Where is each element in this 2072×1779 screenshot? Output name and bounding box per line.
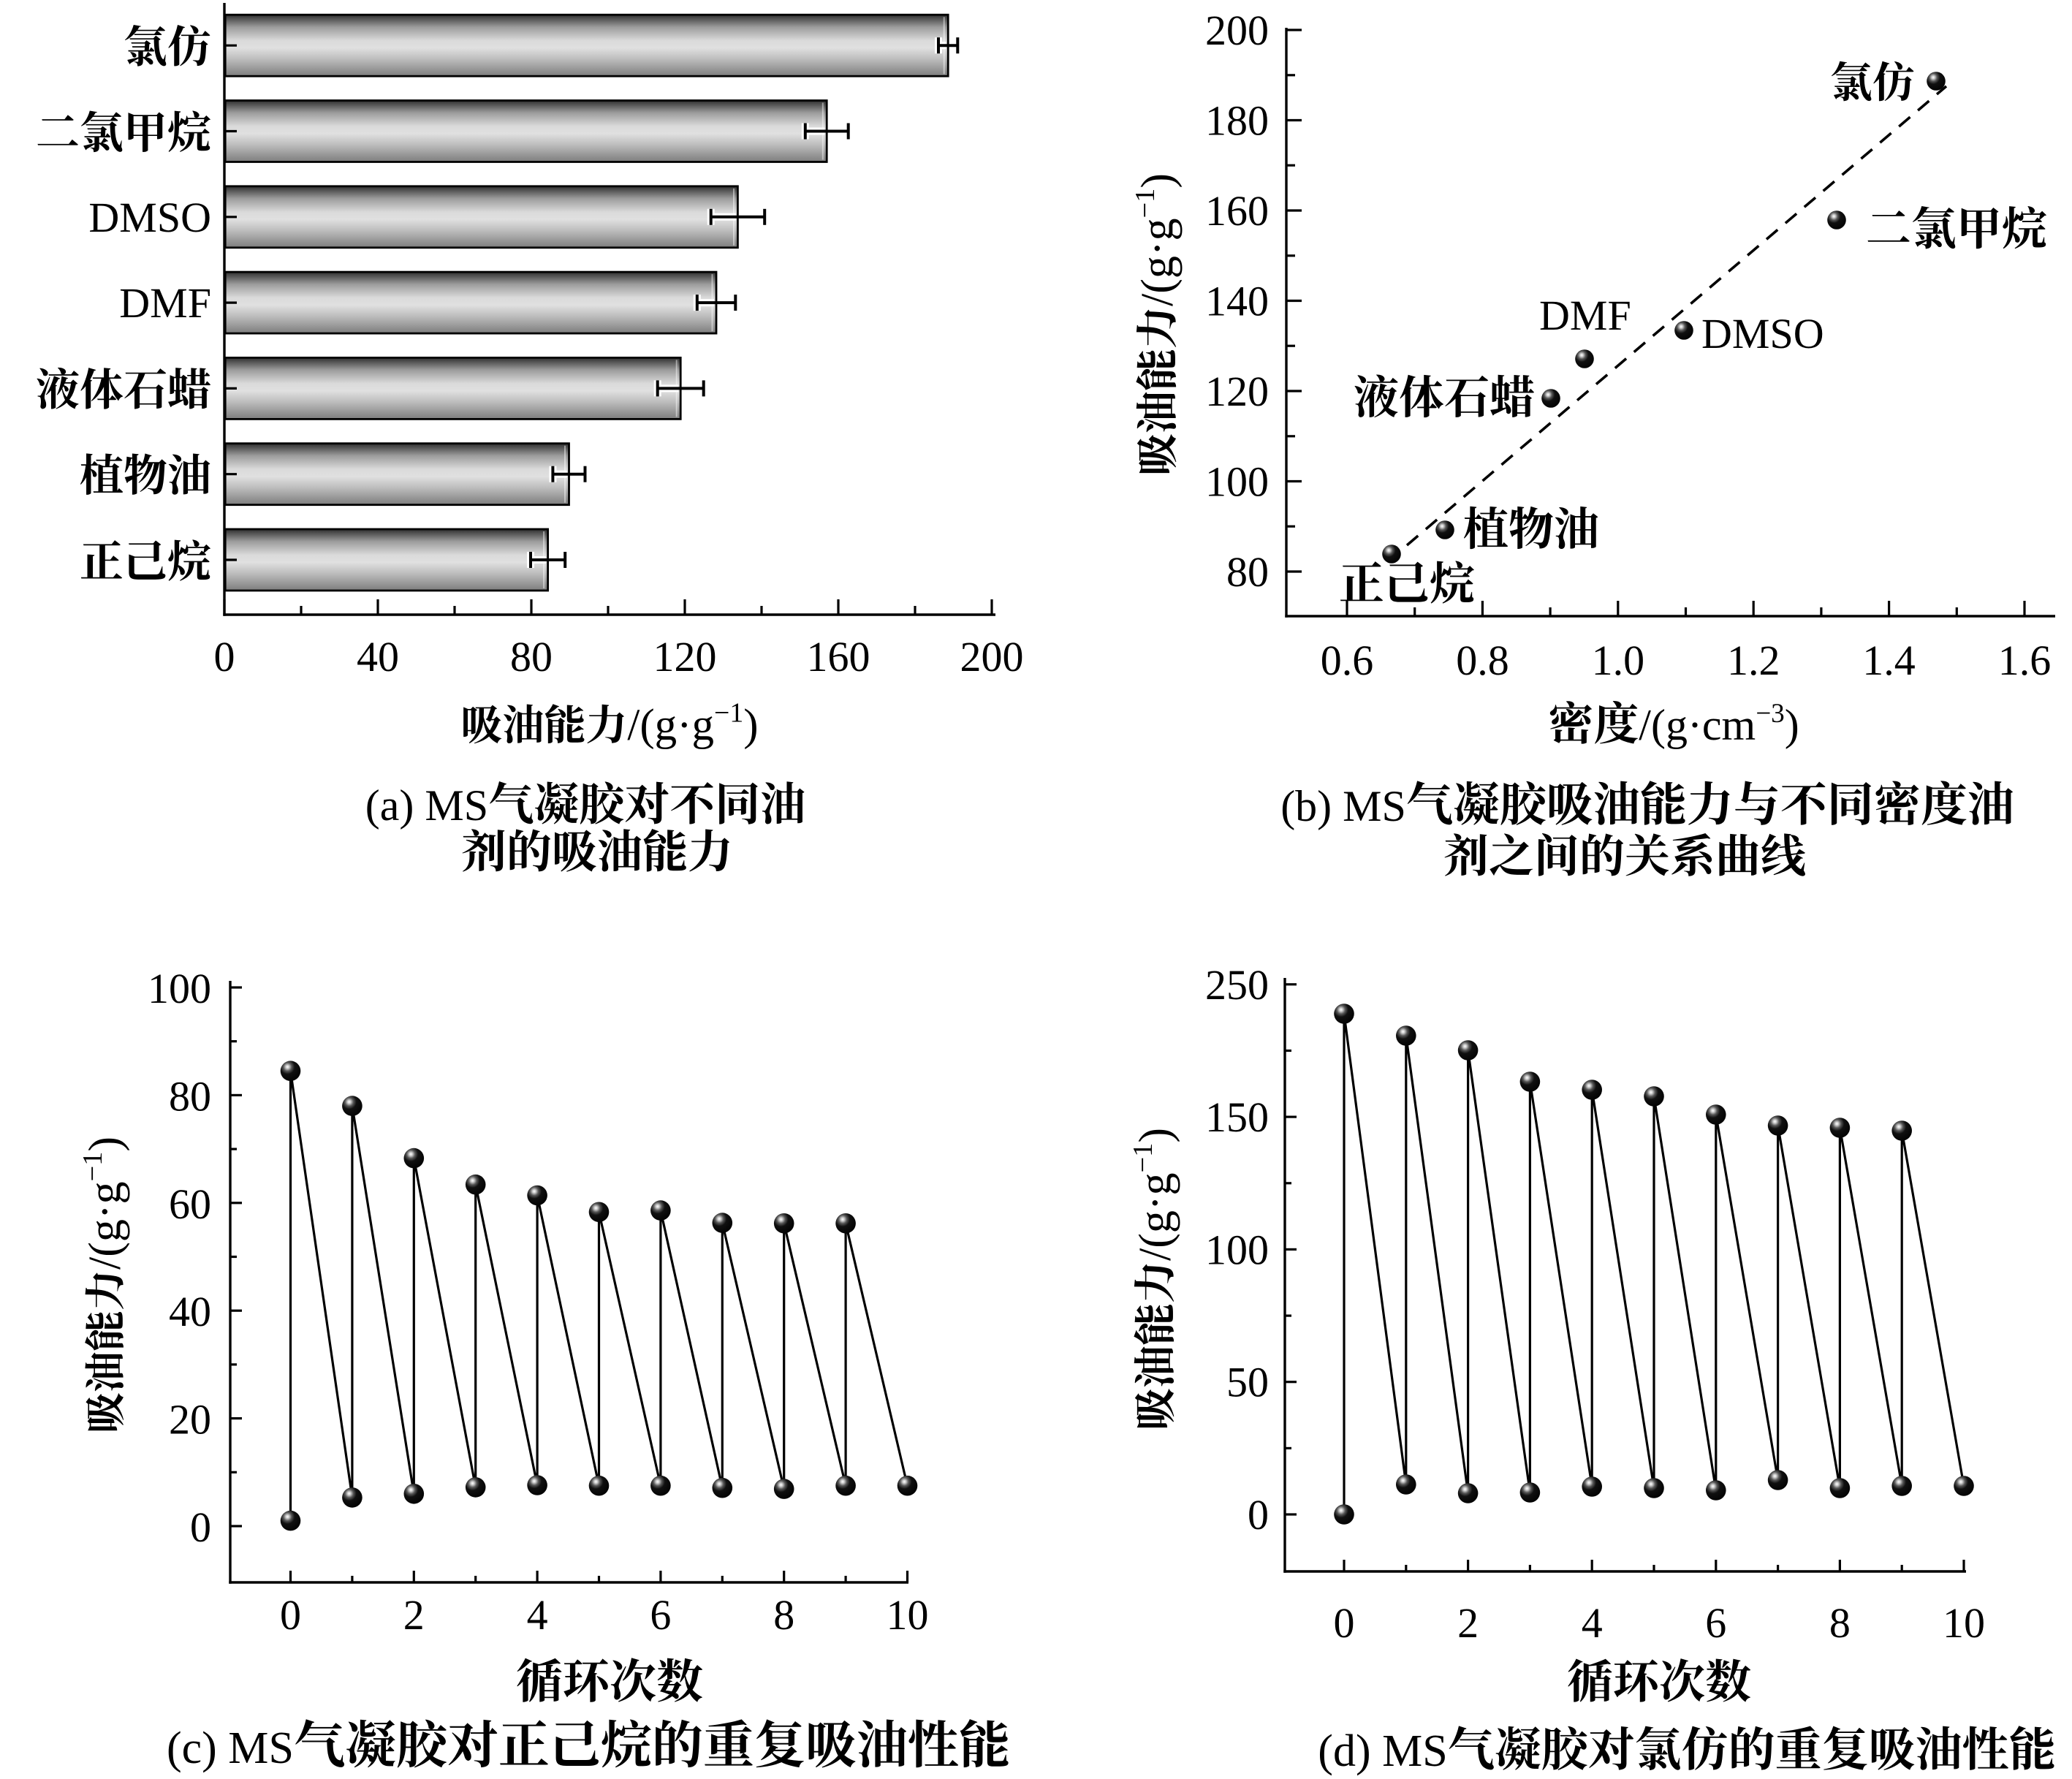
svg-text:100: 100: [1205, 1226, 1269, 1273]
svg-text:): ): [743, 701, 758, 750]
svg-text:): ): [1133, 173, 1183, 189]
svg-text:0: 0: [214, 633, 235, 680]
svg-text:DMF: DMF: [1539, 292, 1631, 339]
svg-text:0: 0: [1334, 1599, 1355, 1647]
svg-text:140: 140: [1205, 278, 1269, 325]
svg-text:2: 2: [1457, 1599, 1479, 1647]
svg-text:100: 100: [1205, 458, 1269, 506]
svg-text:50: 50: [1226, 1359, 1269, 1406]
svg-text:120: 120: [653, 633, 717, 680]
svg-text:6: 6: [650, 1591, 671, 1639]
svg-text:1.6: 1.6: [1998, 637, 2052, 684]
svg-text:/(g·g: /(g·g: [1133, 218, 1183, 306]
svg-text:(b) MS: (b) MS: [1280, 782, 1406, 830]
svg-text:/(g·g: /(g·g: [80, 1181, 130, 1270]
svg-text:−3: −3: [1756, 699, 1785, 729]
svg-text:200: 200: [1205, 7, 1269, 54]
svg-text:40: 40: [169, 1288, 211, 1335]
svg-text:1.4: 1.4: [1862, 637, 1916, 684]
svg-text:/(g·cm: /(g·cm: [1639, 701, 1756, 749]
svg-text:40: 40: [357, 633, 399, 680]
svg-text:DMSO: DMSO: [88, 194, 211, 241]
svg-text:150: 150: [1205, 1093, 1269, 1141]
svg-text:1.0: 1.0: [1592, 637, 1645, 684]
svg-text:6: 6: [1705, 1599, 1726, 1647]
svg-text:250: 250: [1205, 961, 1269, 1009]
svg-text:(a) MS: (a) MS: [365, 781, 488, 830]
svg-text:/(g·g: /(g·g: [1131, 1172, 1180, 1261]
svg-text:200: 200: [960, 633, 1024, 680]
svg-text:(c) MS: (c) MS: [167, 1723, 294, 1773]
svg-text:−1: −1: [714, 698, 743, 729]
svg-text:DMSO: DMSO: [1701, 310, 1824, 357]
svg-text:4: 4: [1582, 1599, 1603, 1647]
svg-text:0: 0: [190, 1503, 211, 1551]
svg-text:1.2: 1.2: [1727, 637, 1780, 684]
svg-text:100: 100: [148, 965, 211, 1012]
svg-text:0: 0: [1248, 1491, 1269, 1539]
svg-text:80: 80: [510, 633, 553, 680]
svg-text:/(g·g: /(g·g: [627, 701, 714, 750]
svg-text:60: 60: [169, 1180, 211, 1228]
svg-text:−1: −1: [1128, 1143, 1158, 1173]
svg-text:8: 8: [773, 1591, 794, 1639]
svg-text:): ): [80, 1137, 130, 1152]
svg-text:80: 80: [1226, 548, 1269, 596]
svg-text:0: 0: [280, 1591, 301, 1639]
svg-text:8: 8: [1829, 1599, 1851, 1647]
svg-text:4: 4: [527, 1591, 548, 1639]
svg-text:80: 80: [169, 1072, 211, 1120]
svg-text:120: 120: [1205, 368, 1269, 415]
svg-text:−1: −1: [77, 1152, 108, 1182]
svg-text:0.8: 0.8: [1456, 637, 1509, 684]
svg-text:160: 160: [1205, 187, 1269, 235]
svg-text:160: 160: [807, 633, 870, 680]
svg-text:DMF: DMF: [119, 279, 211, 327]
svg-text:10: 10: [887, 1591, 929, 1639]
svg-text:): ): [1785, 701, 1799, 749]
svg-text:(d) MS: (d) MS: [1318, 1726, 1447, 1776]
svg-text:2: 2: [403, 1591, 425, 1639]
svg-text:−1: −1: [1130, 189, 1161, 219]
svg-text:10: 10: [1943, 1599, 1985, 1647]
svg-text:20: 20: [169, 1396, 211, 1444]
svg-text:): ): [1131, 1128, 1180, 1143]
svg-text:180: 180: [1205, 97, 1269, 145]
svg-text:0.6: 0.6: [1321, 637, 1374, 684]
